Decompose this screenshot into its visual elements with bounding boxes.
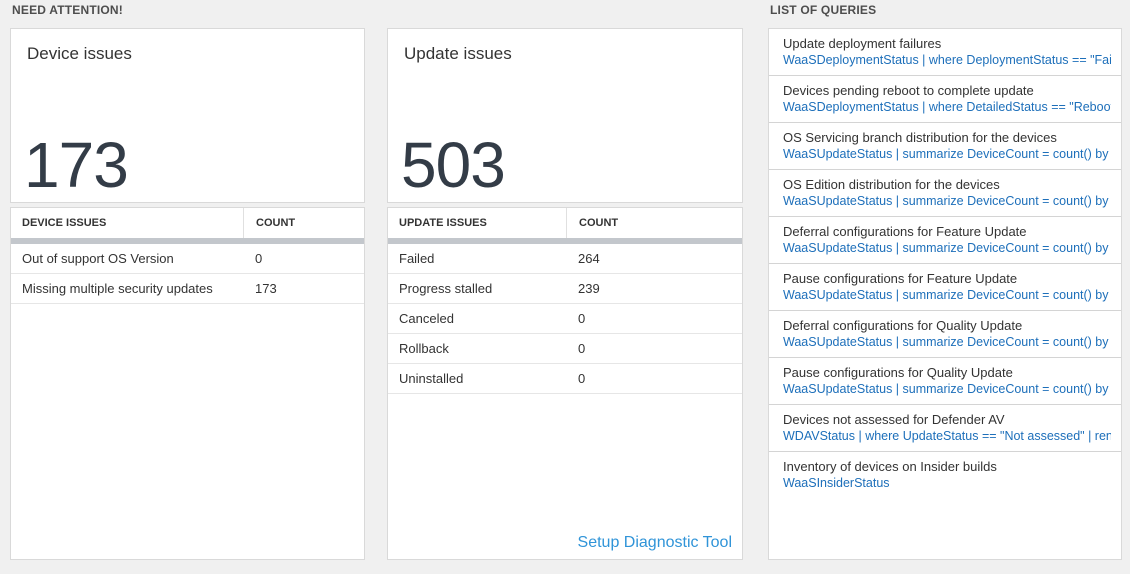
query-text[interactable]: WaaSInsiderStatus (783, 476, 890, 490)
update-issues-table-header: UPDATE ISSUES COUNT (388, 208, 742, 238)
list-of-queries-header: LIST OF QUERIES (770, 3, 877, 17)
query-text[interactable]: WaaSUpdateStatus | summarize DeviceCount… (783, 147, 1111, 161)
column-header-count: COUNT (566, 208, 742, 238)
query-title: Update deployment failures (783, 36, 942, 51)
table-row[interactable]: Rollback 0 (388, 334, 742, 364)
query-title: Pause configurations for Quality Update (783, 365, 1013, 380)
row-label: Failed (399, 251, 435, 266)
query-list-item[interactable]: Update deployment failures WaaSDeploymen… (769, 29, 1121, 76)
row-count: 239 (578, 281, 600, 296)
row-label: Rollback (399, 341, 449, 356)
column-header-count: COUNT (243, 208, 364, 238)
update-issues-total: 503 (401, 129, 506, 201)
query-text[interactable]: WaaSDeploymentStatus | where DetailedSta… (783, 100, 1111, 114)
table-header-divider-bar (11, 238, 364, 244)
row-count: 173 (255, 281, 277, 296)
device-issues-rows: Out of support OS Version 0 Missing mult… (11, 244, 364, 304)
table-row[interactable]: Failed 264 (388, 244, 742, 274)
device-issues-total: 173 (24, 129, 129, 201)
query-title: Devices not assessed for Defender AV (783, 412, 1005, 427)
row-count: 0 (578, 371, 586, 386)
row-count: 264 (578, 251, 600, 266)
query-list-item[interactable]: Deferral configurations for Feature Upda… (769, 217, 1121, 264)
update-issues-tile-title: Update issues (404, 44, 512, 63)
query-text[interactable]: WaaSUpdateStatus | summarize DeviceCount… (783, 382, 1111, 396)
update-issues-table: UPDATE ISSUES COUNT Failed 264 Progress … (387, 207, 743, 560)
query-title: Deferral configurations for Quality Upda… (783, 318, 1023, 333)
device-issues-table-header: DEVICE ISSUES COUNT (11, 208, 364, 238)
query-title: Devices pending reboot to complete updat… (783, 83, 1034, 98)
update-issues-rows: Failed 264 Progress stalled 239 Canceled… (388, 244, 742, 394)
need-attention-header: NEED ATTENTION! (12, 3, 123, 17)
table-row[interactable]: Uninstalled 0 (388, 364, 742, 394)
row-count: 0 (578, 341, 586, 356)
query-title: Deferral configurations for Feature Upda… (783, 224, 1027, 239)
row-label: Uninstalled (399, 371, 464, 386)
table-row[interactable]: Missing multiple security updates 173 (11, 274, 364, 304)
row-label: Out of support OS Version (22, 251, 174, 266)
row-label: Canceled (399, 311, 454, 326)
table-row[interactable]: Progress stalled 239 (388, 274, 742, 304)
query-list-item[interactable]: Devices not assessed for Defender AV WDA… (769, 405, 1121, 452)
table-header-divider-bar (388, 238, 742, 244)
update-issues-tile[interactable]: Update issues 503 (387, 28, 743, 203)
device-issues-table: DEVICE ISSUES COUNT Out of support OS Ve… (10, 207, 365, 560)
device-issues-tile[interactable]: Device issues 173 (10, 28, 365, 203)
query-title: OS Edition distribution for the devices (783, 177, 1000, 192)
query-text[interactable]: WaaSUpdateStatus | summarize DeviceCount… (783, 241, 1111, 255)
query-list: Update deployment failures WaaSDeploymen… (769, 29, 1121, 499)
row-label: Missing multiple security updates (22, 281, 213, 296)
query-list-item[interactable]: Deferral configurations for Quality Upda… (769, 311, 1121, 358)
query-text[interactable]: WaaSUpdateStatus | summarize DeviceCount… (783, 335, 1111, 349)
table-row[interactable]: Out of support OS Version 0 (11, 244, 364, 274)
row-label: Progress stalled (399, 281, 493, 296)
query-text[interactable]: WDAVStatus | where UpdateStatus == "Not … (783, 429, 1111, 443)
query-title: Pause configurations for Feature Update (783, 271, 1018, 286)
setup-diagnostic-tool-link[interactable]: Setup Diagnostic Tool (577, 534, 732, 551)
query-text[interactable]: WaaSUpdateStatus | summarize DeviceCount… (783, 194, 1111, 208)
query-text[interactable]: WaaSDeploymentStatus | where DeploymentS… (783, 53, 1111, 67)
query-list-item[interactable]: Pause configurations for Feature Update … (769, 264, 1121, 311)
table-row[interactable]: Canceled 0 (388, 304, 742, 334)
row-count: 0 (255, 251, 263, 266)
queries-panel: Update deployment failures WaaSDeploymen… (768, 28, 1122, 560)
device-issues-tile-title: Device issues (27, 44, 132, 63)
query-list-item[interactable]: Devices pending reboot to complete updat… (769, 76, 1121, 123)
query-list-item[interactable]: Pause configurations for Quality Update … (769, 358, 1121, 405)
query-list-item[interactable]: OS Edition distribution for the devices … (769, 170, 1121, 217)
query-title: OS Servicing branch distribution for the… (783, 130, 1057, 145)
row-count: 0 (578, 311, 586, 326)
query-list-item[interactable]: Inventory of devices on Insider builds W… (769, 452, 1121, 499)
query-text[interactable]: WaaSUpdateStatus | summarize DeviceCount… (783, 288, 1111, 302)
query-list-item[interactable]: OS Servicing branch distribution for the… (769, 123, 1121, 170)
column-header-device-issues: DEVICE ISSUES (22, 217, 107, 229)
column-header-update-issues: UPDATE ISSUES (399, 217, 487, 229)
query-title: Inventory of devices on Insider builds (783, 459, 997, 474)
